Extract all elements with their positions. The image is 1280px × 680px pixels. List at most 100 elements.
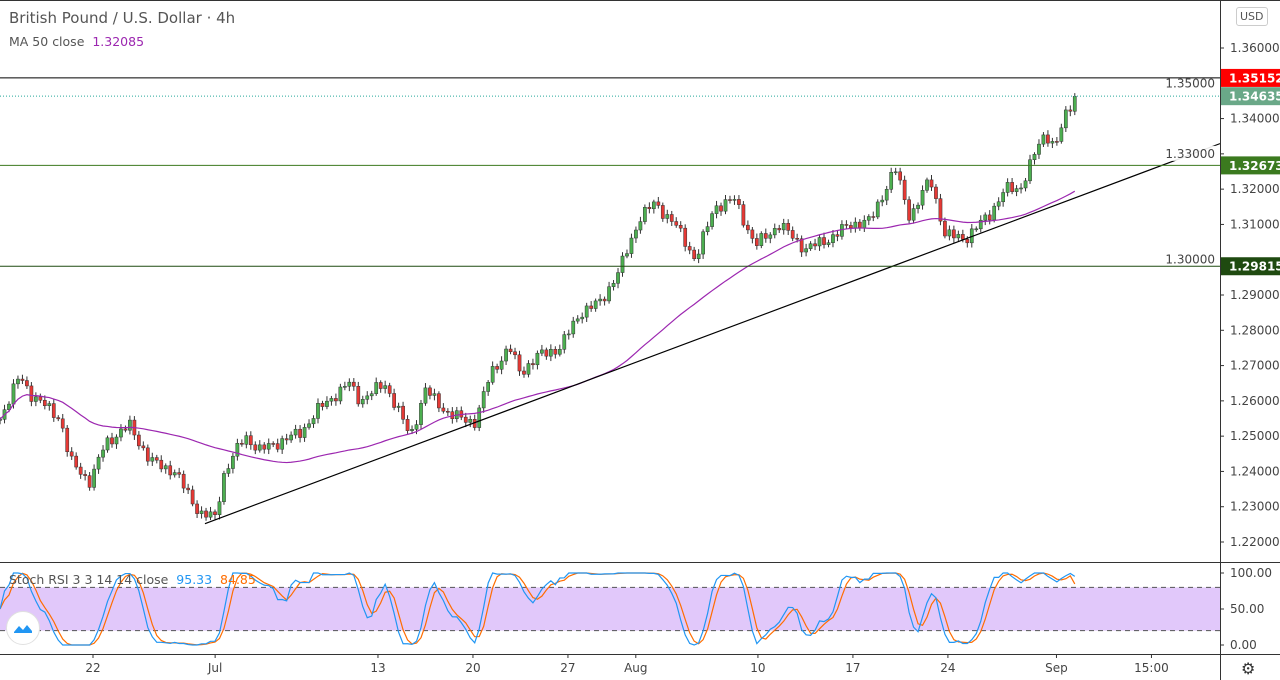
candle-body bbox=[65, 427, 70, 453]
candle-body bbox=[660, 205, 665, 219]
candle-body bbox=[163, 465, 168, 470]
candle-body bbox=[916, 204, 920, 209]
candle-body bbox=[414, 424, 419, 430]
candle-body bbox=[508, 348, 513, 353]
candle-body bbox=[320, 403, 325, 407]
candle-body bbox=[477, 407, 482, 428]
candle-body bbox=[777, 228, 782, 231]
candle-body bbox=[1055, 141, 1059, 143]
candle-body bbox=[817, 237, 822, 247]
candle-body bbox=[826, 242, 831, 245]
candle-body bbox=[831, 234, 835, 243]
candle-body bbox=[284, 438, 289, 441]
candle-body bbox=[275, 443, 280, 450]
symbol-title: British Pound / U.S. Dollar · 4h bbox=[9, 9, 236, 27]
y-tick-label: 1.28000 bbox=[1230, 323, 1280, 337]
price-label-badge bbox=[1221, 257, 1280, 276]
candle-body bbox=[696, 253, 701, 260]
candle-body bbox=[244, 435, 249, 445]
candle-body bbox=[629, 237, 634, 254]
candle-body bbox=[643, 207, 647, 222]
candle-body bbox=[535, 352, 540, 366]
candle-body bbox=[74, 455, 79, 468]
candle-body bbox=[168, 465, 173, 476]
candle-body bbox=[571, 320, 576, 335]
candle-body bbox=[378, 382, 383, 389]
candle-body bbox=[965, 239, 970, 244]
candle-body bbox=[683, 227, 688, 247]
candle-body bbox=[499, 360, 504, 370]
candle-body bbox=[647, 207, 652, 210]
candle-body bbox=[387, 385, 392, 394]
candle-body bbox=[531, 363, 535, 366]
candle-body bbox=[835, 234, 840, 237]
candle-body bbox=[1001, 192, 1005, 203]
candle-body bbox=[808, 243, 813, 249]
candle-body bbox=[186, 487, 190, 491]
candle-body bbox=[732, 199, 737, 201]
candle-body bbox=[844, 224, 849, 226]
candle-body bbox=[634, 229, 638, 239]
ma-line bbox=[0, 190, 1076, 464]
candle-body bbox=[128, 419, 132, 431]
candle-body bbox=[920, 190, 925, 206]
candle-body bbox=[343, 386, 347, 388]
tradingview-logo-icon[interactable] bbox=[6, 611, 40, 645]
candle-body bbox=[566, 333, 571, 336]
candle-body bbox=[311, 418, 316, 425]
candle-body bbox=[813, 243, 817, 247]
candle-body bbox=[710, 213, 714, 227]
candle-body bbox=[410, 429, 414, 431]
candle-body bbox=[114, 436, 119, 445]
price-label-text: 1.32673 bbox=[1229, 159, 1280, 173]
stoch-tick-label: 0.00 bbox=[1230, 638, 1257, 652]
candle-body bbox=[316, 403, 320, 419]
candle-body bbox=[16, 378, 20, 385]
y-tick-label: 1.27000 bbox=[1230, 359, 1280, 373]
candle-body bbox=[495, 366, 499, 370]
candle-body bbox=[262, 444, 267, 450]
candle-body bbox=[1023, 180, 1028, 189]
candle-body bbox=[69, 451, 74, 457]
candle-body bbox=[293, 428, 298, 436]
candle-body bbox=[687, 246, 692, 251]
trendline bbox=[204, 143, 1221, 525]
candle-body bbox=[786, 223, 791, 231]
candle-body bbox=[159, 459, 164, 470]
candle-body bbox=[562, 334, 567, 350]
candle-body bbox=[235, 443, 240, 457]
candle-body bbox=[862, 219, 867, 229]
candle-body bbox=[181, 473, 186, 489]
candle-body bbox=[620, 255, 625, 273]
candle-body bbox=[1072, 96, 1077, 112]
candle-body bbox=[540, 349, 544, 354]
settings-gear-icon[interactable]: ⚙ bbox=[1241, 659, 1256, 678]
candle-body bbox=[334, 398, 338, 402]
candle-body bbox=[772, 228, 777, 236]
candle-body bbox=[504, 348, 508, 362]
y-tick-label: 1.32000 bbox=[1230, 182, 1280, 196]
candle-body bbox=[714, 205, 719, 214]
candle-body bbox=[446, 410, 450, 413]
candle-body bbox=[392, 393, 396, 408]
candle-body bbox=[1032, 154, 1037, 160]
candle-body bbox=[374, 382, 379, 394]
candle-body bbox=[154, 457, 159, 461]
candle-body bbox=[929, 179, 934, 188]
candle-body bbox=[719, 205, 723, 212]
candle-body bbox=[490, 366, 495, 383]
candle-body bbox=[463, 416, 468, 423]
y-tick-label: 1.34000 bbox=[1230, 112, 1280, 126]
candle-body bbox=[92, 468, 96, 488]
y-tick-label: 1.22000 bbox=[1230, 535, 1280, 549]
candle-body bbox=[437, 393, 441, 409]
x-tick-label: 27 bbox=[560, 661, 575, 675]
candle-body bbox=[875, 201, 880, 218]
candle-body bbox=[741, 204, 746, 226]
currency-button[interactable]: USD bbox=[1236, 7, 1268, 26]
candle-body bbox=[943, 220, 947, 237]
candle-body bbox=[302, 427, 307, 438]
candle-body bbox=[656, 201, 661, 206]
candle-body bbox=[795, 238, 799, 240]
